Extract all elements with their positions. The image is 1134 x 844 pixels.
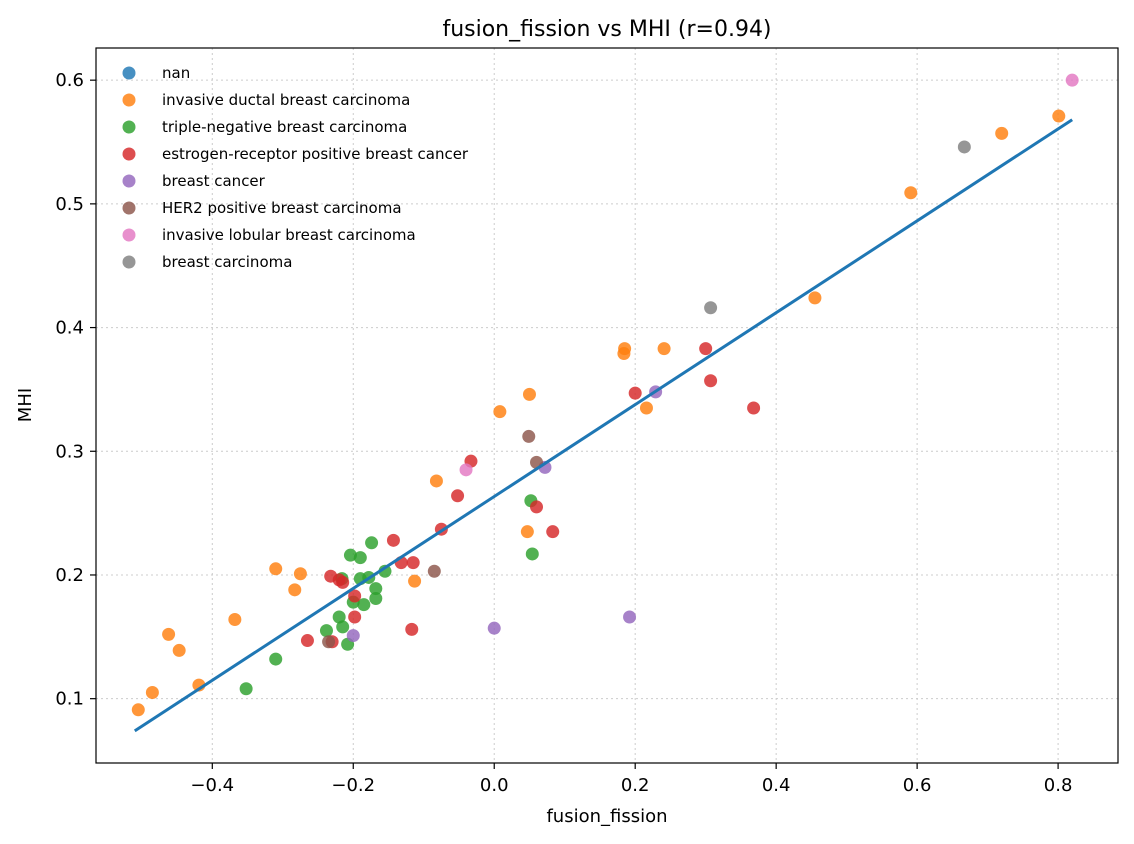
data-point <box>336 575 350 589</box>
data-point <box>322 635 336 649</box>
data-point <box>408 574 422 588</box>
data-point <box>522 429 536 443</box>
data-point <box>365 536 379 550</box>
x-tick-label: −0.2 <box>331 775 375 796</box>
x-tick-label: 0.0 <box>480 775 509 796</box>
data-point <box>1052 109 1066 123</box>
x-tick-label: 0.2 <box>621 775 650 796</box>
legend-entry-label: invasive ductal breast carcinoma <box>162 91 410 109</box>
data-point <box>704 374 718 388</box>
x-tick-label: 0.4 <box>762 775 791 796</box>
data-point <box>406 556 420 570</box>
data-point <box>429 474 443 488</box>
x-tick-label: 0.8 <box>1044 775 1073 796</box>
data-point <box>239 682 253 696</box>
data-point <box>639 401 653 415</box>
data-point <box>319 624 333 638</box>
data-point <box>995 126 1009 140</box>
data-point <box>300 634 314 648</box>
x-axis-ticks: −0.4 −0.2 0.0 0.2 0.4 0.6 0.8 <box>190 763 1072 796</box>
plot-frame <box>95 47 1119 764</box>
legend-marker <box>122 228 136 242</box>
chart-title: fusion_fission vs MHI (r=0.94) <box>442 17 771 42</box>
data-point <box>405 622 419 636</box>
data-point <box>522 387 536 401</box>
y-tick-label: 0.3 <box>55 441 84 462</box>
data-point <box>546 525 560 539</box>
y-tick-label: 0.6 <box>55 70 84 91</box>
data-point <box>343 548 357 562</box>
data-point <box>353 551 367 565</box>
legend-entry-label: invasive lobular breast carcinoma <box>162 226 416 244</box>
legend-marker <box>122 174 136 188</box>
legend-marker <box>122 201 136 215</box>
y-tick-label: 0.2 <box>55 565 84 586</box>
data-point <box>228 613 242 627</box>
y-axis-label: MHI <box>15 388 36 422</box>
data-point <box>520 525 534 539</box>
y-axis-ticks: 0.1 0.2 0.3 0.4 0.5 0.6 <box>55 70 96 710</box>
data-point <box>451 489 465 503</box>
data-point <box>131 703 145 717</box>
legend-marker <box>122 147 136 161</box>
data-point <box>332 610 346 624</box>
data-point <box>357 598 371 612</box>
data-point <box>623 610 637 624</box>
data-point <box>293 567 307 581</box>
data-point <box>427 564 441 578</box>
data-point <box>704 301 718 315</box>
data-point <box>386 533 400 547</box>
legend-entry-label: HER2 positive breast carcinoma <box>162 199 402 217</box>
y-tick-label: 0.5 <box>55 194 84 215</box>
x-axis-label: fusion_fission <box>546 806 667 827</box>
data-point <box>1065 73 1079 87</box>
legend-entry-label: estrogen-receptor positive breast cancer <box>162 145 469 163</box>
data-point <box>346 629 360 643</box>
data-point <box>808 291 822 305</box>
data-point <box>162 627 176 641</box>
data-point <box>145 685 159 699</box>
data-point <box>348 610 362 624</box>
data-point <box>904 186 918 200</box>
data-point <box>530 500 544 514</box>
data-point <box>369 582 383 596</box>
data-point <box>487 621 501 635</box>
y-tick-label: 0.4 <box>55 318 84 339</box>
data-point <box>336 620 350 634</box>
data-point <box>525 547 539 561</box>
legend-entry-label: breast carcinoma <box>162 253 292 271</box>
legend-marker <box>122 120 136 134</box>
legend-marker <box>122 93 136 107</box>
data-point <box>957 140 971 154</box>
data-point <box>699 342 713 356</box>
legend-entry-label: triple-negative breast carcinoma <box>162 118 407 136</box>
legend-marker <box>122 66 136 80</box>
legend-entry-label: nan <box>162 64 190 82</box>
legend-marker <box>122 255 136 269</box>
data-point <box>628 386 642 400</box>
grid-lines <box>96 48 1118 763</box>
data-point <box>378 564 392 578</box>
data-point <box>657 342 671 356</box>
data-point <box>288 583 302 597</box>
legend-entry-label: breast cancer <box>162 172 266 190</box>
data-point <box>493 405 507 419</box>
data-point <box>348 589 362 603</box>
data-point <box>617 347 631 361</box>
data-point <box>172 643 186 657</box>
x-tick-label: −0.4 <box>190 775 234 796</box>
data-point <box>269 562 283 576</box>
legend: nan invasive ductal breast carcinoma tripl… <box>122 64 469 271</box>
data-point <box>459 463 473 477</box>
regression-line <box>133 118 1074 733</box>
data-point <box>269 652 283 666</box>
y-tick-label: 0.1 <box>55 689 84 710</box>
data-point <box>369 591 383 605</box>
x-tick-label: 0.6 <box>903 775 932 796</box>
data-point <box>747 401 761 415</box>
